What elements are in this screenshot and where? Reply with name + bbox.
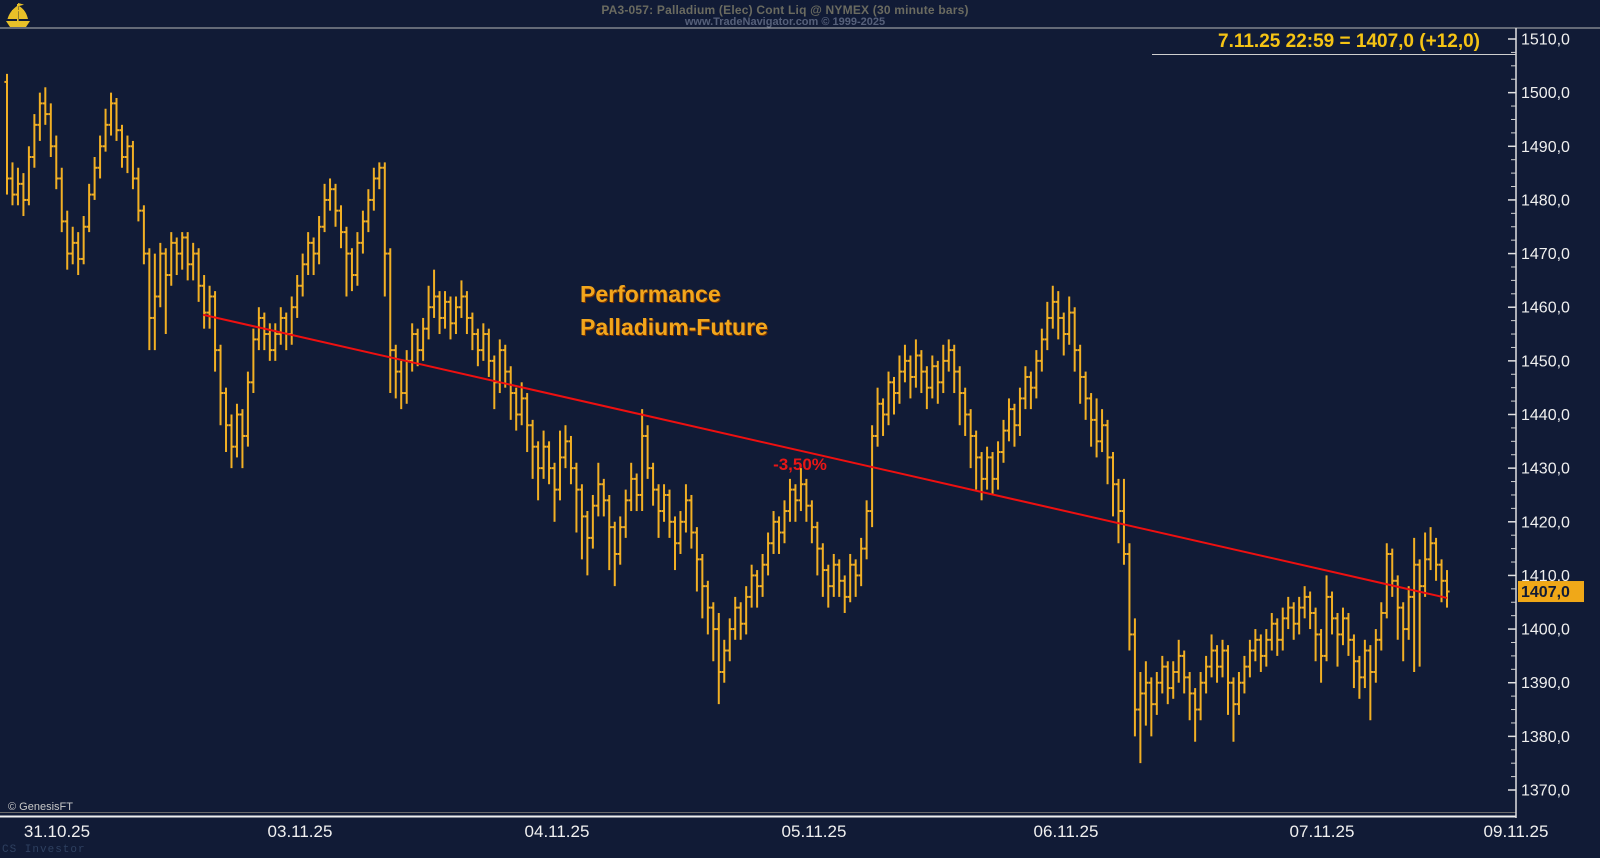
watermark-url: www.TradeNavigator.com © 1999-2025 — [684, 16, 886, 28]
performance-annotation: Performance Palladium-Future — [580, 278, 768, 344]
x-axis-label: 09.11.25 — [1484, 822, 1549, 841]
performance-annotation-line2: Palladium-Future — [580, 314, 768, 340]
y-axis-label: 1510,0 — [1521, 32, 1570, 49]
trendline — [202, 313, 1448, 599]
y-axis-label: 1450,0 — [1521, 353, 1570, 370]
y-axis-label: 1400,0 — [1521, 622, 1570, 639]
x-axis-label: 31.10.25 — [24, 822, 90, 841]
performance-annotation-line1: Performance — [580, 281, 721, 307]
y-axis-label: 1470,0 — [1521, 246, 1570, 263]
y-axis-label: 1440,0 — [1521, 407, 1570, 424]
y-axis-label: 1370,0 — [1521, 783, 1570, 800]
cs-investor-watermark: CS Investor — [2, 844, 86, 856]
y-axis-label: 1460,0 — [1521, 300, 1570, 317]
ship-logo-icon — [6, 3, 30, 27]
y-axis-label: 1500,0 — [1521, 85, 1570, 102]
chart-title: PA3-057: Palladium (Elec) Cont Liq @ NYM… — [601, 3, 969, 17]
last-price-axis-highlight — [1518, 581, 1584, 603]
y-axis-label: 1430,0 — [1521, 461, 1570, 478]
y-axis-label: 1420,0 — [1521, 514, 1570, 531]
last-price-axis-label: 1407,0 — [1521, 584, 1570, 601]
y-axis-label: 1380,0 — [1521, 729, 1570, 746]
ohlc-bars — [4, 73, 1450, 764]
x-axis-label: 03.11.25 — [268, 822, 333, 841]
x-axis-label: 05.11.25 — [782, 822, 847, 841]
x-axis-label: 07.11.25 — [1290, 822, 1355, 841]
last-quote-readout: 7.11.25 22:59 = 1407,0 (+12,0) — [1218, 31, 1480, 52]
genesis-copyright: © GenesisFT — [8, 801, 73, 813]
x-axis-label: 04.11.25 — [525, 822, 590, 841]
x-axis-label: 06.11.25 — [1034, 822, 1099, 841]
y-axis-label: 1490,0 — [1521, 139, 1570, 156]
y-axis-label: 1390,0 — [1521, 675, 1570, 692]
trendline-percent-label: -3,50% — [773, 455, 827, 474]
y-axis-label: 1410,0 — [1521, 568, 1570, 585]
y-axis-label: 1480,0 — [1521, 192, 1570, 209]
